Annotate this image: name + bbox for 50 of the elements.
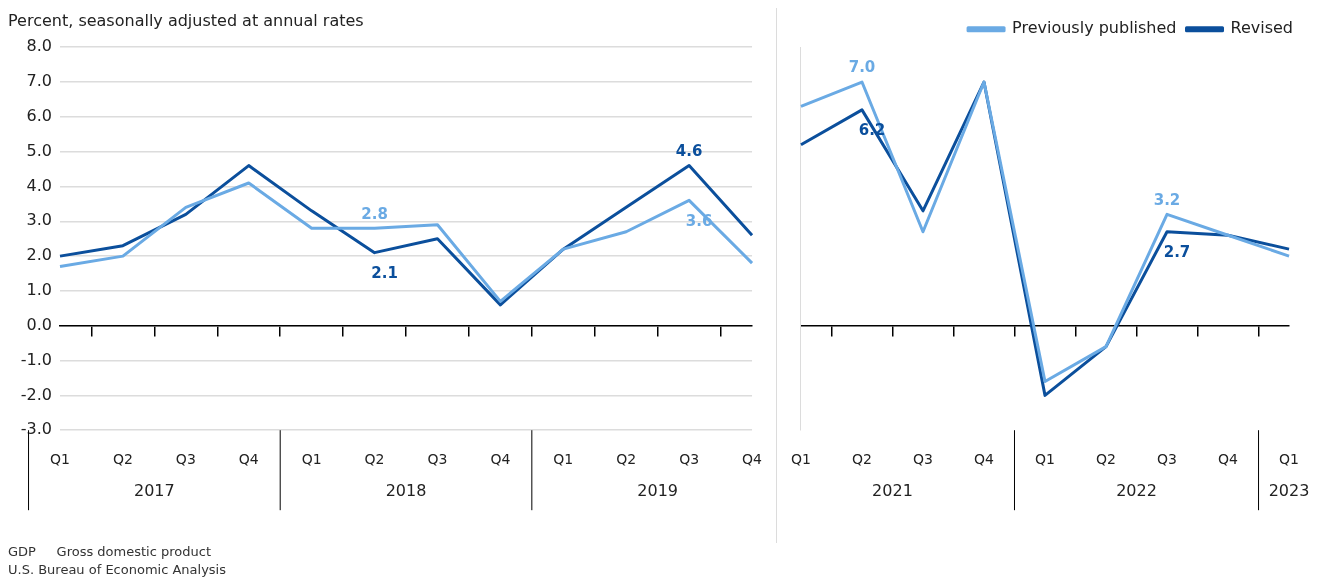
- x-tick-label: Q1: [1035, 451, 1055, 468]
- x-tick-label: Q3: [913, 451, 933, 468]
- text: U.S. Bureau of Economic Analysis: [8, 561, 227, 579]
- text: 2018: [385, 481, 427, 501]
- y-tick-label: 3.0: [26, 210, 52, 230]
- x-tick-label: Q2: [852, 451, 872, 468]
- data-label: 7.0: [848, 58, 876, 77]
- x-tick-label: Q1: [1279, 451, 1300, 468]
- x-tick-label: Q1: [790, 451, 811, 468]
- legend-label: Revised: [1230, 18, 1294, 38]
- y-tick-label: 2.0: [26, 245, 52, 265]
- data-label: 3.2: [1153, 190, 1181, 209]
- chart-title: Percent, seasonally adjusted at annual rates: [8, 10, 364, 30]
- x-tick-label: Q3: [175, 451, 196, 468]
- data-label: 2.1: [371, 264, 398, 283]
- x-tick-label: Q4: [1218, 451, 1239, 468]
- x-tick-label: Q2: [364, 451, 385, 468]
- data-label: 2.8: [361, 204, 388, 223]
- x-tick-label: Q1: [50, 451, 70, 468]
- x-tick-label: Q4: [238, 451, 259, 468]
- text: 2021: [872, 481, 913, 501]
- y-tick-label: 6.0: [26, 105, 52, 125]
- data-label: 4.6: [675, 141, 703, 160]
- x-tick-label: Q4: [490, 451, 511, 468]
- x-tick-label: Q2: [1096, 451, 1116, 468]
- x-tick-label: Q3: [1157, 451, 1177, 468]
- x-tick-label: Q4: [742, 451, 763, 468]
- y-tick-label: 0.0: [26, 314, 52, 334]
- x-tick-label: Q1: [553, 451, 574, 468]
- legend-label: Previously published: [1012, 18, 1177, 38]
- x-tick-label: Q4: [974, 451, 995, 468]
- x-tick-label: Q3: [427, 451, 448, 468]
- x-tick-label: Q2: [616, 451, 637, 468]
- text: 2017: [134, 481, 175, 501]
- x-tick-label: Q3: [679, 451, 700, 468]
- y-tick-label: -1.0: [20, 349, 52, 369]
- y-tick-label: 7.0: [26, 71, 52, 91]
- text: 2022: [1116, 481, 1157, 501]
- y-tick-label: 4.0: [26, 175, 52, 195]
- y-tick-label: 8.0: [26, 36, 52, 56]
- y-tick-label: 1.0: [26, 280, 52, 300]
- y-tick-label: -3.0: [20, 419, 52, 439]
- text: 2023: [1268, 481, 1310, 501]
- x-tick-label: Q1: [301, 451, 322, 468]
- data-label: 2.7: [1163, 243, 1191, 262]
- y-tick-label: 5.0: [26, 140, 52, 160]
- text: GDP Gross domestic product: [8, 543, 212, 561]
- text: 2019: [637, 481, 679, 501]
- x-tick-label: Q2: [112, 451, 133, 468]
- y-tick-label: -2.0: [20, 384, 52, 404]
